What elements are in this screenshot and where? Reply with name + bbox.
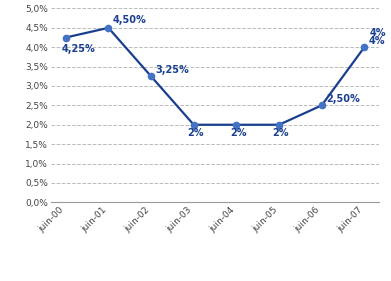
Text: 4,25%: 4,25% <box>61 44 95 54</box>
Text: 2,50%: 2,50% <box>326 94 360 104</box>
Text: 4,50%: 4,50% <box>113 15 146 25</box>
Text: 2%: 2% <box>187 128 204 138</box>
Text: 4%: 4% <box>369 36 385 46</box>
Text: 4%: 4% <box>369 28 386 38</box>
Text: 2%: 2% <box>230 128 246 138</box>
Text: 2%: 2% <box>273 128 289 138</box>
Text: 3,25%: 3,25% <box>155 65 189 75</box>
